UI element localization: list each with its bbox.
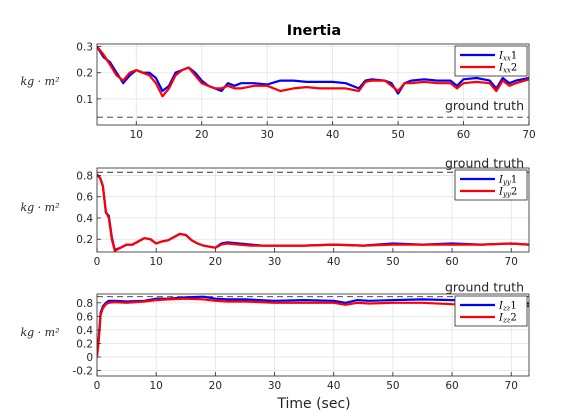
legend-entry-1: Ixx1 xyxy=(498,51,517,63)
y-tick-label: 0.2 xyxy=(76,68,93,80)
x-tick-label: 0 xyxy=(94,256,101,268)
series-line-2 xyxy=(97,173,529,252)
x-tick-label: 10 xyxy=(149,256,162,268)
x-tick-label: 70 xyxy=(505,256,518,268)
y-tick-label: 0.8 xyxy=(76,298,93,310)
ground-truth-label: ground truth xyxy=(445,155,524,170)
y-tick-label: 0.2 xyxy=(76,234,93,246)
legend-entry-1: Izz1 xyxy=(498,301,517,313)
series-line-1 xyxy=(97,295,529,354)
y-tick-label: 0.6 xyxy=(76,192,93,204)
axes-frame xyxy=(96,167,530,253)
ground-truth-label: ground truth xyxy=(445,98,524,113)
x-tick-label: 50 xyxy=(386,380,399,392)
legend-entry-1: Iyy1 xyxy=(498,175,517,187)
figure-title: Inertia xyxy=(287,23,341,39)
y-tick-label: 0.3 xyxy=(76,42,93,54)
x-axis-label: Time (sec) xyxy=(276,396,350,412)
x-tick-label: 10 xyxy=(149,380,162,392)
x-tick-label: 40 xyxy=(327,380,340,392)
x-tick-label: 20 xyxy=(209,380,222,392)
legend-entry-2: Izz2 xyxy=(498,313,517,325)
x-tick-label: 30 xyxy=(268,380,281,392)
x-tick-label: 60 xyxy=(445,256,458,268)
x-tick-label: 60 xyxy=(457,129,470,141)
y-axis-label: kg · m² xyxy=(20,201,59,214)
subplots: 10 20 30 40 50 60 70 0.1 0.2 0.3 kg · m² ground tru… xyxy=(20,42,535,392)
x-tick-label: 30 xyxy=(268,256,281,268)
series-line-1 xyxy=(97,46,529,95)
x-tick-label: 50 xyxy=(386,256,399,268)
subplot-3: 0 10 20 30 40 50 60 70-0.200.20.40.60.8kg · m²g… xyxy=(20,280,530,392)
axes-frame xyxy=(96,43,530,126)
subplot-1: 10 20 30 40 50 60 70 0.1 0.2 0.3 kg · m² ground tru… xyxy=(20,42,535,141)
ground-truth-label: ground truth xyxy=(445,280,524,295)
x-tick-label: 60 xyxy=(445,380,458,392)
legend-entry-2: Iyy2 xyxy=(498,187,517,199)
x-tick-label: 50 xyxy=(391,129,404,141)
y-tick-label: 0.4 xyxy=(76,325,93,337)
y-tick-label: 0.8 xyxy=(76,170,93,182)
x-tick-label: 20 xyxy=(209,256,222,268)
axes-frame xyxy=(96,293,530,377)
y-tick-label: 0.1 xyxy=(76,94,93,106)
series-line-2 xyxy=(97,45,529,98)
x-tick-label: 20 xyxy=(195,129,208,141)
y-tick-label: 0.4 xyxy=(76,213,93,225)
y-tick-label: -0.2 xyxy=(73,366,94,378)
subplot-2: 0 10 20 30 40 50 60 70 0.2 0.4 0.6 0.8 kg · m² ground… xyxy=(20,155,530,268)
legend-entry-2: Ixx2 xyxy=(498,63,517,75)
y-tick-label: 0.2 xyxy=(76,338,93,350)
x-tick-label: 40 xyxy=(326,129,339,141)
x-tick-label: 0 xyxy=(94,380,101,392)
y-axis-label: kg · m² xyxy=(20,326,59,339)
y-tick-label: 0.6 xyxy=(76,311,93,323)
y-tick-label: 0 xyxy=(86,352,93,364)
y-axis-label: kg · m² xyxy=(20,75,59,88)
x-tick-label: 30 xyxy=(260,129,273,141)
x-tick-label: 40 xyxy=(327,256,340,268)
series-line-2 xyxy=(97,297,529,358)
x-tick-label: 70 xyxy=(505,380,518,392)
x-tick-label: 10 xyxy=(130,129,143,141)
x-tick-label: 70 xyxy=(522,129,535,141)
